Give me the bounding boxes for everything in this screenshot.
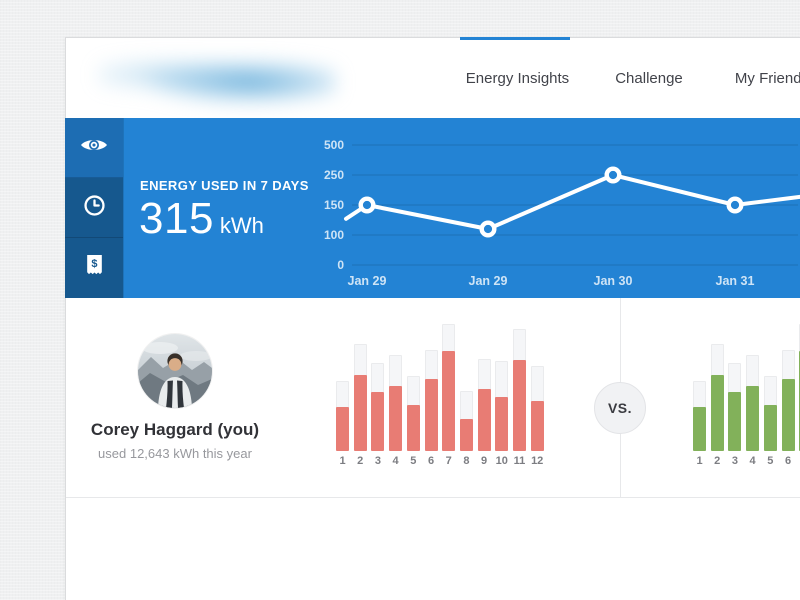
bar-month-label: 2 xyxy=(357,455,364,467)
bar-fill xyxy=(710,375,724,451)
corey-monthly-bar-chart: 1 2 3 4 5 6 7 8 9 10 11 12 xyxy=(336,324,556,469)
bar-month-label: 4 xyxy=(392,455,399,467)
vs-badge: VS. xyxy=(594,382,646,434)
tab-energy-insights[interactable]: Energy Insights xyxy=(465,70,570,87)
bar-fill xyxy=(530,401,544,451)
bar-fill xyxy=(336,407,349,451)
sidebar-item-insights[interactable] xyxy=(65,118,123,178)
avatar-photo xyxy=(138,334,212,408)
hero-stat-value: 315 kWh xyxy=(139,194,264,244)
bar-fill xyxy=(513,360,526,451)
tab-my-friends[interactable]: My Friends xyxy=(734,70,800,87)
dollar-receipt-icon: $ xyxy=(85,254,104,282)
bar-month-label: 3 xyxy=(731,455,738,467)
bar-month-label: 8 xyxy=(463,455,470,467)
bar-month-label: 5 xyxy=(767,455,774,467)
bar-fill xyxy=(389,386,403,451)
bar-month-label: 11 xyxy=(513,455,526,467)
avatar xyxy=(138,334,212,408)
clock-icon xyxy=(82,193,107,223)
bar-month-label: 6 xyxy=(427,455,435,467)
profile-usage: used 12,643 kWh this year xyxy=(98,446,252,461)
bar-fill xyxy=(728,392,742,451)
bar-fill xyxy=(406,405,420,451)
active-tab-indicator xyxy=(460,37,570,40)
bar-fill xyxy=(371,392,385,451)
bar-fill xyxy=(495,397,509,451)
bar-fill xyxy=(781,379,795,451)
bar-month-label: 9 xyxy=(481,455,488,467)
bar-month-label: 4 xyxy=(749,455,756,467)
bar-month-label: 1 xyxy=(696,455,703,467)
bar-month-label: 12 xyxy=(531,455,544,467)
bar-fill xyxy=(746,386,760,451)
profile-name: Corey Haggard (you) xyxy=(90,420,260,439)
bar-month-label: 1 xyxy=(339,455,346,467)
svg-text:$: $ xyxy=(91,258,97,270)
sidebar-item-history[interactable] xyxy=(65,178,123,238)
bar-month-label: 10 xyxy=(495,455,508,467)
energy-unit: kWh xyxy=(219,213,264,238)
bar-fill xyxy=(477,389,491,451)
bar-fill xyxy=(763,405,777,451)
hero-stat-label: ENERGY USED IN 7 DAYS xyxy=(140,178,309,193)
bar-month-label: 5 xyxy=(410,455,417,467)
bar-fill xyxy=(693,407,706,451)
bar-fill xyxy=(424,379,438,451)
bar-month-label: 7 xyxy=(445,455,452,467)
energy-value: 315 xyxy=(139,194,214,243)
eye-icon xyxy=(80,136,108,159)
sidebar-item-billing[interactable]: $ xyxy=(65,238,123,298)
horizontal-divider xyxy=(66,497,800,498)
bar-fill xyxy=(353,375,367,451)
sidebar: $ xyxy=(65,118,124,298)
tab-challenge[interactable]: Challenge xyxy=(615,70,683,87)
app-logo xyxy=(98,50,336,105)
bar-month-label: 2 xyxy=(714,455,721,467)
bar-fill xyxy=(459,419,473,451)
bar-month-label: 7 xyxy=(796,455,800,467)
bar-month-label: 3 xyxy=(374,455,381,467)
bar-fill xyxy=(442,351,456,451)
bar-month-label: 6 xyxy=(784,455,792,467)
